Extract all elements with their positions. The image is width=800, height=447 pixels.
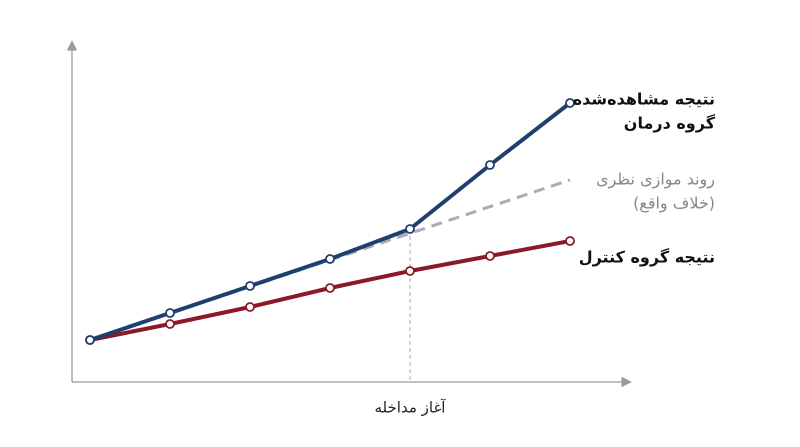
series-label: روند موازی نظری bbox=[596, 170, 715, 190]
data-point bbox=[165, 319, 175, 329]
data-point bbox=[325, 283, 335, 293]
series-label: نتیجه گروه کنترل bbox=[579, 248, 715, 267]
data-point bbox=[565, 98, 575, 108]
data-point bbox=[245, 281, 255, 291]
data-point bbox=[485, 160, 495, 170]
data-point bbox=[85, 335, 95, 345]
data-point bbox=[565, 236, 575, 246]
series-line bbox=[89, 101, 572, 342]
series-label: (خلاف واقع) bbox=[633, 194, 715, 214]
data-point bbox=[405, 266, 415, 276]
data-point bbox=[325, 254, 335, 264]
data-point bbox=[165, 308, 175, 318]
data-point bbox=[245, 302, 255, 312]
data-point bbox=[485, 251, 495, 261]
intervention-label: آغاز مداخله bbox=[375, 399, 447, 417]
data-point bbox=[405, 224, 415, 234]
series-label: نتیجه مشاهده‌شده bbox=[573, 90, 715, 109]
series-label: گروه درمان bbox=[624, 114, 716, 133]
